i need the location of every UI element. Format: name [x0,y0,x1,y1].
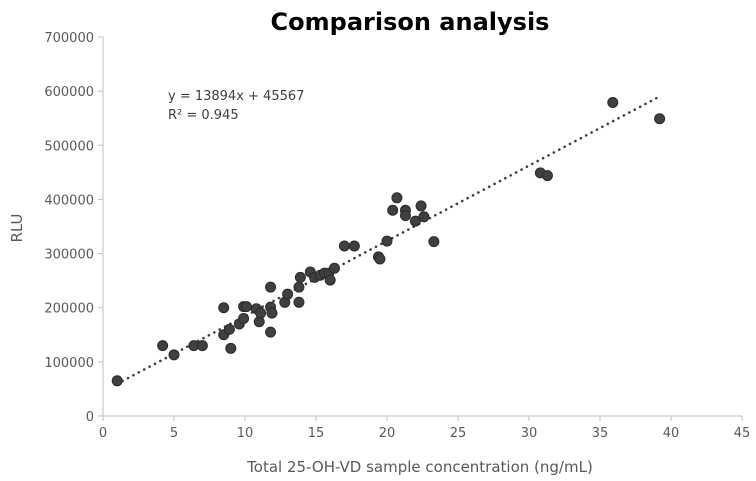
data-point [654,113,666,125]
data-point [293,281,305,293]
r-squared-label: R² = 0.945 [168,108,239,123]
data-point [196,340,208,352]
data-point [265,326,277,338]
data-point [218,302,230,314]
x-tick-label: 35 [592,426,609,441]
data-point [607,97,619,109]
x-axis-label: Total 25-OH-VD sample concentration (ng/… [246,458,593,476]
data-point [391,192,403,204]
data-point [225,342,237,354]
y-tick-label: 200000 [44,302,94,317]
y-tick-label: 700000 [44,31,94,46]
y-tick-label: 600000 [44,85,94,100]
data-point [541,170,553,182]
x-tick-label: 10 [237,426,254,441]
data-point [157,340,169,352]
data-point [168,349,180,361]
data-point [294,271,306,283]
x-tick-label: 20 [379,426,396,441]
axes: 0 5 10 15 20 25 30 35 40 45 0 100000 200000 300000 400… [44,31,750,441]
chart-title: Comparison analysis [271,8,550,36]
data-point [348,240,360,252]
data-point [255,307,267,319]
y-tick-label: 0 [86,410,94,425]
data-point [374,253,386,265]
x-tick-label: 15 [308,426,325,441]
data-point [428,236,440,248]
trendline-equation: y = 13894x + 45567 [168,89,304,104]
data-point [266,307,278,319]
y-tick-label: 100000 [44,356,94,371]
data-point [293,296,305,308]
data-point [399,210,411,222]
data-point [282,288,294,300]
x-tick-label: 40 [663,426,680,441]
data-point [387,204,399,216]
data-point [238,313,250,325]
data-point [265,281,277,293]
data-points [111,97,666,387]
data-point [415,200,427,212]
data-point [111,375,123,387]
data-point [223,323,235,335]
data-point [328,262,340,274]
y-axis-label: RLU [8,213,26,242]
data-point [409,215,421,227]
data-point [240,301,252,313]
y-tick-label: 500000 [44,139,94,154]
y-tick-label: 300000 [44,248,94,263]
x-tick-label: 25 [450,426,467,441]
data-point [381,235,393,247]
data-point [338,240,350,252]
data-point [324,274,336,286]
y-tick-label: 400000 [44,193,94,208]
x-tick-label: 5 [170,426,178,441]
data-point [418,211,430,223]
x-tick-label: 30 [521,426,538,441]
x-tick-label: 0 [99,426,107,441]
x-tick-label: 45 [734,426,751,441]
